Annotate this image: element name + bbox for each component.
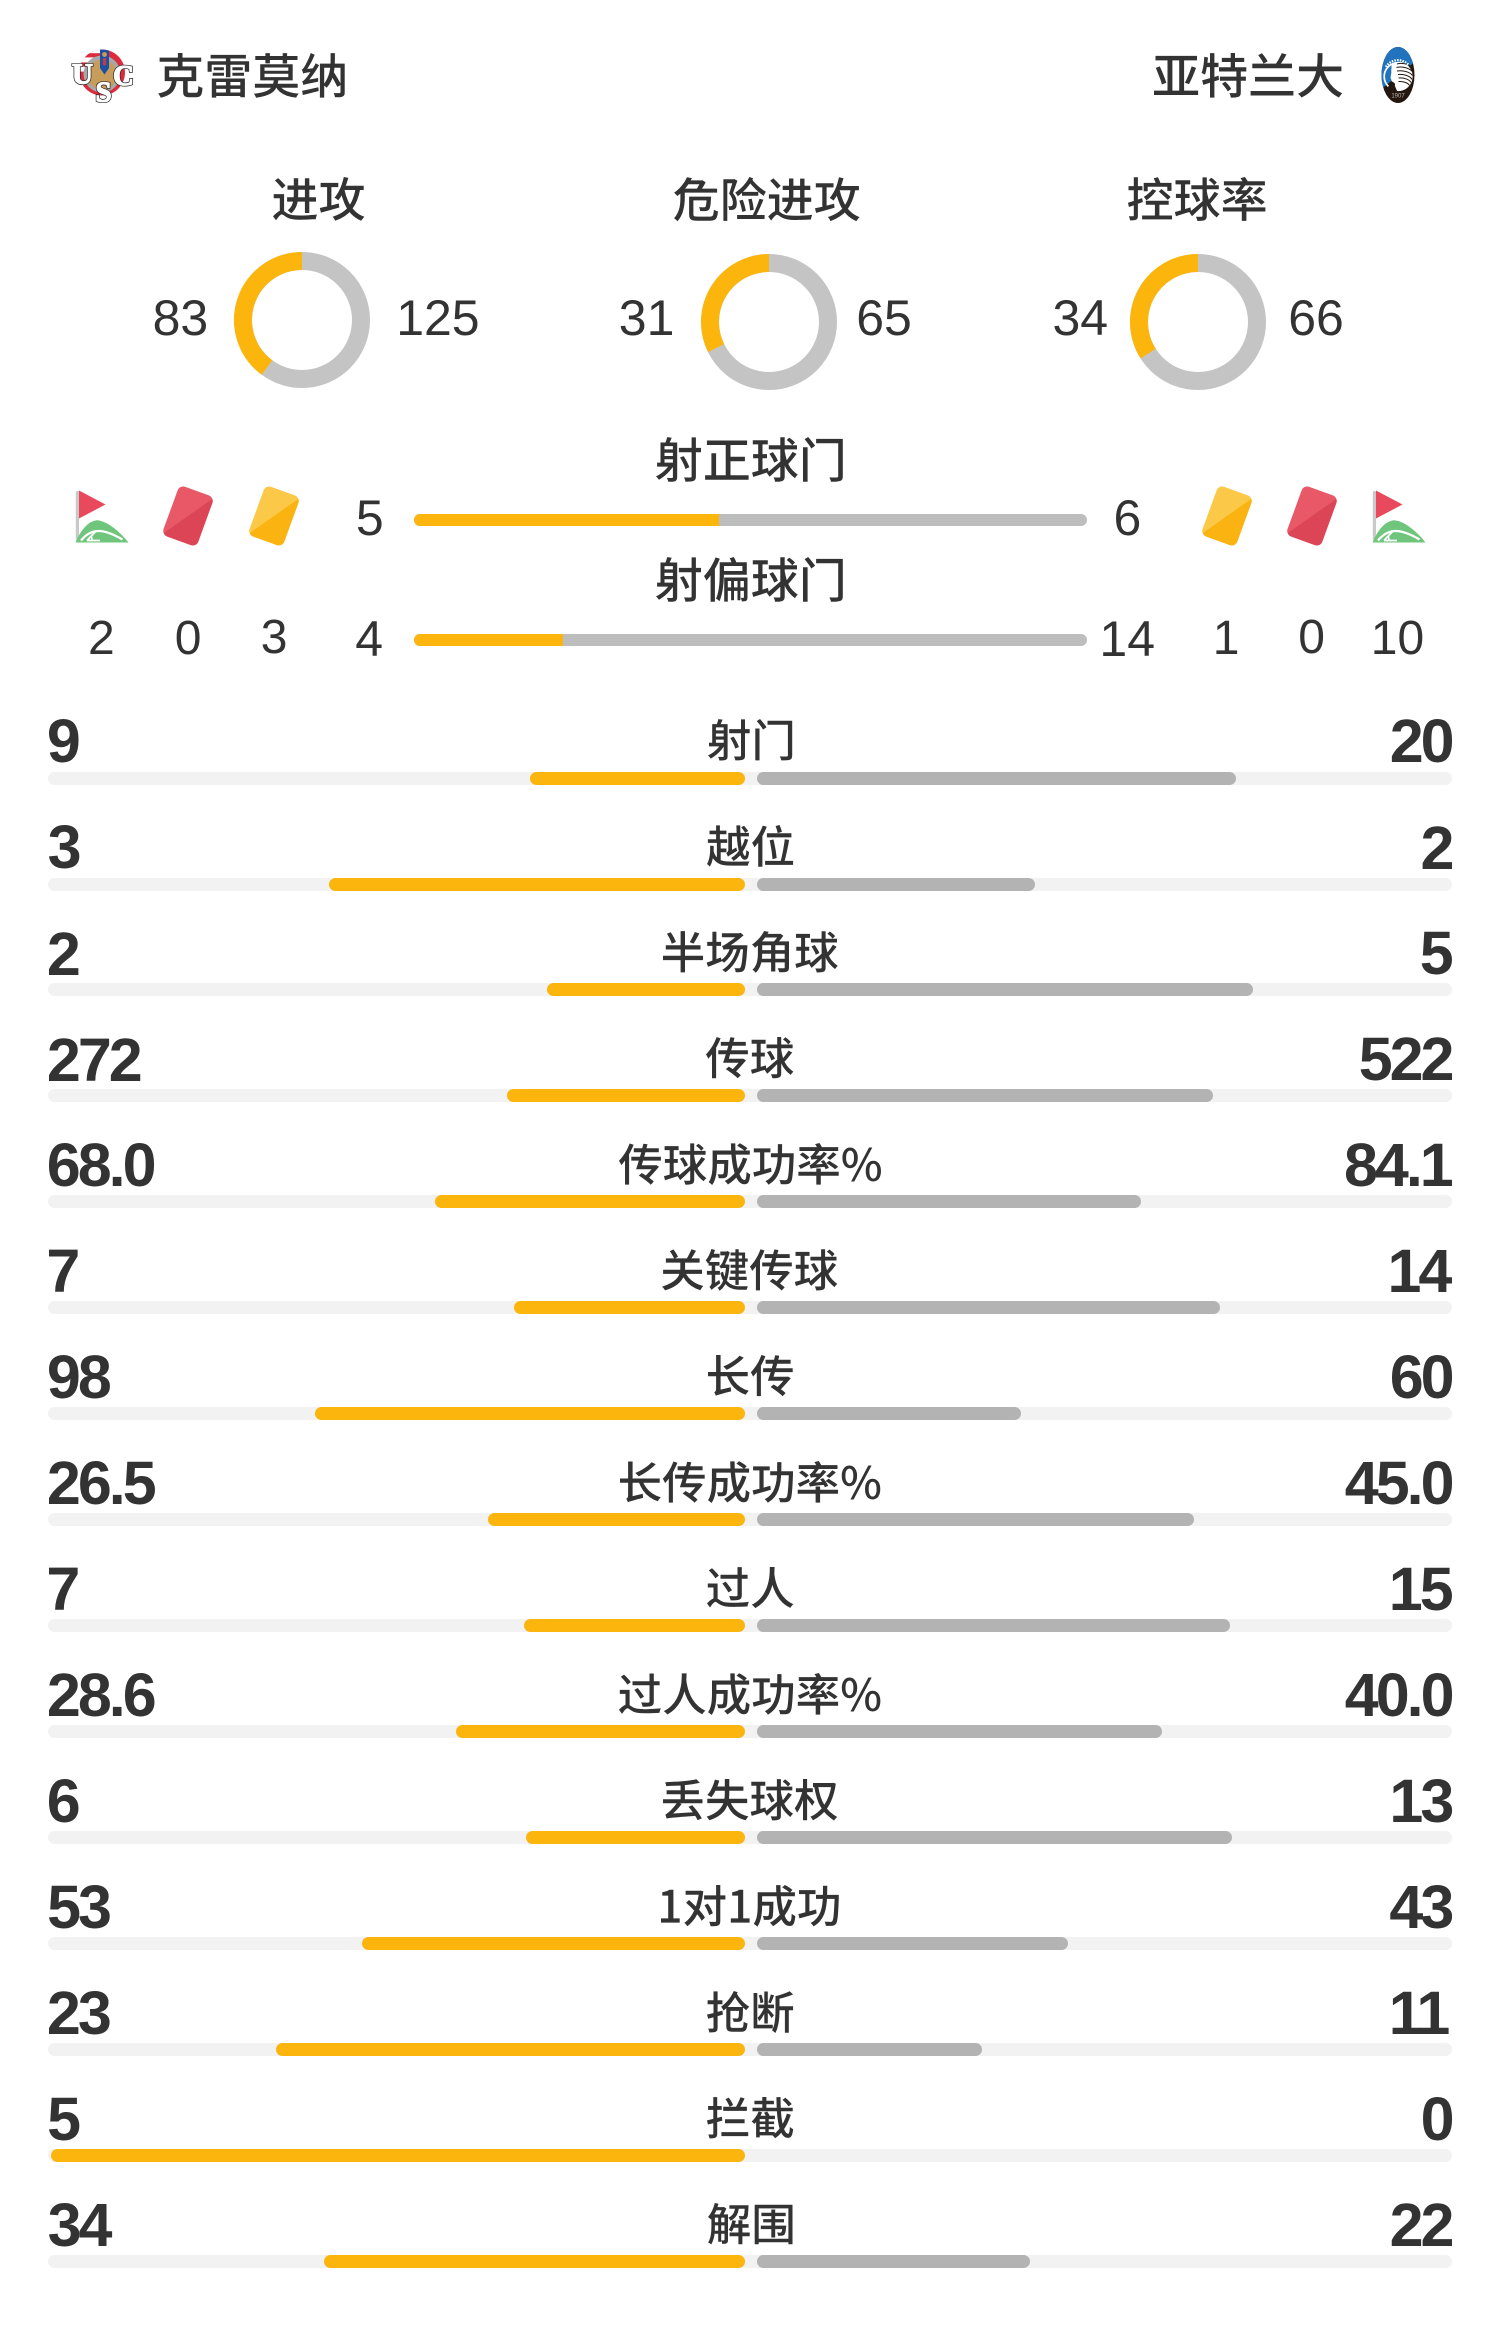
svg-text:S: S [96,77,112,109]
svg-text:1907: 1907 [1391,94,1405,100]
svg-text:S: S [96,77,112,109]
svg-text:U: U [72,59,93,91]
svg-text:C: C [113,60,134,92]
svg-text:U: U [72,59,93,91]
svg-text:C: C [113,60,134,92]
